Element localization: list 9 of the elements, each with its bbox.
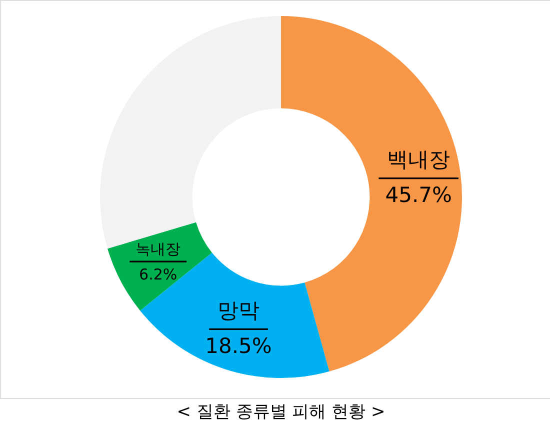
data-label: 6.2% [139,265,178,284]
donut-slice [281,16,462,372]
text: < 질환 종류별 피해 현황 > [176,402,386,422]
slice-label: 망막 [218,298,260,322]
slice-label: 녹내장 [136,240,181,258]
data-label: 45.7% [385,183,452,208]
donut-slice [108,222,212,311]
slice-label: 백내장 [387,147,450,172]
data-label: 18.5% [205,334,272,358]
